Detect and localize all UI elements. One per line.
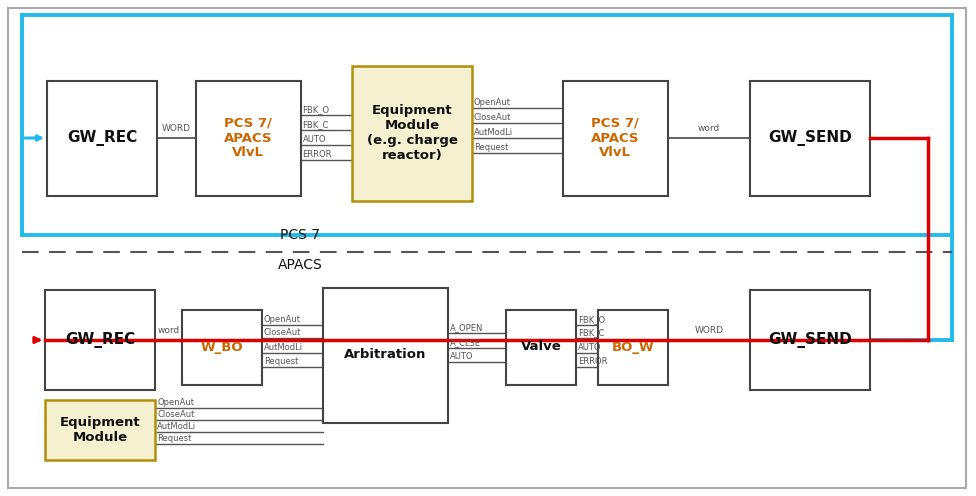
Text: GW_SEND: GW_SEND bbox=[768, 332, 852, 348]
Text: WORD: WORD bbox=[695, 326, 723, 335]
Bar bbox=[195, 80, 301, 195]
Bar bbox=[506, 310, 576, 384]
Text: BO_W: BO_W bbox=[612, 340, 654, 354]
Text: Valve: Valve bbox=[520, 340, 561, 354]
Text: AutModLi: AutModLi bbox=[157, 422, 196, 431]
Text: word: word bbox=[157, 326, 180, 335]
Text: PCS 7/
APACS
VlvL: PCS 7/ APACS VlvL bbox=[590, 117, 639, 160]
Text: CloseAut: CloseAut bbox=[157, 410, 194, 419]
Bar bbox=[45, 400, 155, 460]
Text: Request: Request bbox=[474, 143, 508, 152]
Text: FBK_O: FBK_O bbox=[303, 105, 330, 114]
Bar bbox=[750, 290, 870, 390]
Text: PCS 7: PCS 7 bbox=[280, 228, 320, 242]
Text: AUTO: AUTO bbox=[450, 352, 473, 361]
Bar bbox=[45, 290, 155, 390]
Text: AutModLi: AutModLi bbox=[474, 128, 513, 137]
Bar bbox=[562, 80, 668, 195]
Text: FBK_C: FBK_C bbox=[578, 328, 604, 337]
Bar bbox=[598, 310, 668, 384]
Text: OpenAut: OpenAut bbox=[157, 398, 194, 407]
Text: OpenAut: OpenAut bbox=[264, 315, 301, 324]
Text: FBK_C: FBK_C bbox=[303, 120, 329, 129]
Text: GW_REC: GW_REC bbox=[67, 130, 137, 146]
Text: CloseAut: CloseAut bbox=[474, 113, 511, 122]
Text: AUTO: AUTO bbox=[303, 135, 326, 144]
Text: Equipment
Module
(e.g. charge
reactor): Equipment Module (e.g. charge reactor) bbox=[367, 104, 458, 162]
Text: APACS: APACS bbox=[277, 258, 322, 272]
Text: A_OPEN: A_OPEN bbox=[450, 323, 483, 332]
Bar bbox=[47, 80, 157, 195]
Text: AUTO: AUTO bbox=[578, 343, 601, 352]
Text: GW_REC: GW_REC bbox=[64, 332, 135, 348]
Text: Request: Request bbox=[157, 434, 191, 443]
Bar bbox=[322, 288, 448, 423]
Bar bbox=[750, 80, 870, 195]
Text: WORD: WORD bbox=[162, 124, 190, 133]
Text: W_BO: W_BO bbox=[201, 340, 243, 354]
Text: ERROR: ERROR bbox=[303, 150, 332, 159]
Bar bbox=[182, 310, 262, 384]
Text: Request: Request bbox=[264, 357, 299, 366]
Text: PCS 7/
APACS
VlvL: PCS 7/ APACS VlvL bbox=[224, 117, 272, 160]
Text: Arbitration: Arbitration bbox=[344, 349, 427, 362]
Text: CloseAut: CloseAut bbox=[264, 328, 302, 337]
Text: word: word bbox=[698, 124, 720, 133]
Bar bbox=[352, 65, 472, 200]
Text: AutModLi: AutModLi bbox=[264, 343, 304, 352]
Text: GW_SEND: GW_SEND bbox=[768, 130, 852, 146]
Text: FBK_O: FBK_O bbox=[578, 315, 605, 324]
Text: ERROR: ERROR bbox=[578, 357, 607, 366]
Text: Equipment
Module: Equipment Module bbox=[60, 416, 141, 444]
Text: OpenAut: OpenAut bbox=[474, 98, 511, 107]
Text: A_CLSE: A_CLSE bbox=[450, 338, 480, 347]
